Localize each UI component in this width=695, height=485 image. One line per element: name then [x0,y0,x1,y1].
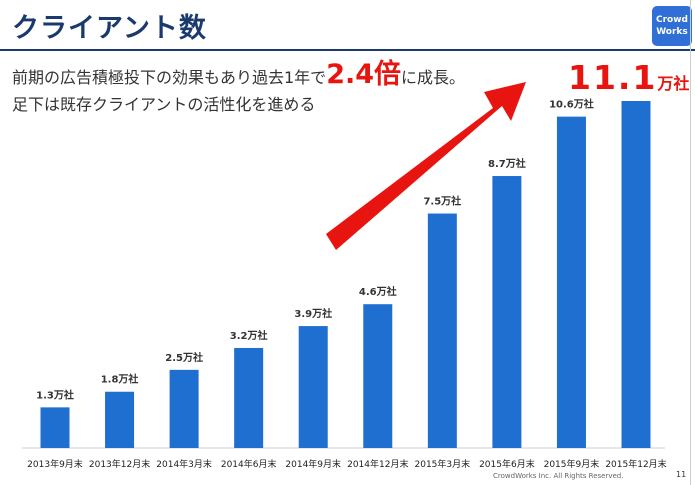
subtitle-text-before: 前期の広告積極投下の効果もあり過去1年で [12,68,327,87]
bar-8 [492,176,522,448]
data-label-1: 1.3万社 [36,388,74,401]
latest-value-callout: 11.1万社 [568,58,689,97]
subtitle-line-2: 足下は既存クライアントの活性化を進める [12,95,316,114]
x-tick-label-3: 2014年3月末 [156,458,212,470]
subtitle-line-1: 前期の広告積極投下の効果もあり過去1年で 2.4倍 に成長。 [12,59,466,92]
growth-multiplier: 2.4倍 [326,59,402,90]
page-title: クライアント数 [12,13,207,44]
crowdworks-logo: Crowd Works [652,6,692,46]
latest-value-number: 11.1 [568,58,658,97]
x-tick-label-6: 2014年12月末 [347,458,408,470]
copyright-text: CrowdWorks Inc. All Rights Reserved. [493,472,624,480]
bar-4 [234,347,264,448]
x-tick-label-9: 2015年9月末 [544,458,600,470]
bar-1 [40,407,70,448]
x-tick-label-8: 2015年6月末 [479,458,535,470]
subtitle: 前期の広告積極投下の効果もあり過去1年で 2.4倍 に成長。 足下は既存クライア… [12,59,466,118]
x-tick-label-4: 2014年6月末 [221,458,277,470]
data-label-7: 7.5万社 [423,195,461,208]
data-label-8: 8.7万社 [488,157,526,170]
slide-edge [690,0,691,485]
data-label-4: 3.2万社 [230,329,268,342]
title-divider [0,49,695,51]
data-label-3: 2.5万社 [165,351,203,364]
subtitle-text-after: に成長。 [401,68,466,87]
bar-6 [363,304,393,448]
growth-arrow [326,82,526,250]
data-label-2: 1.8万社 [101,373,139,386]
bar-9 [556,116,586,449]
x-tick-label-10: 2015年12月末 [605,458,666,470]
logo-line-1: Crowd [656,15,688,25]
page-number: 11 [676,470,687,479]
data-label-9: 10.6万社 [549,98,594,111]
bar-2 [105,391,135,448]
logo-line-2: Works [656,27,688,37]
bar-10 [621,101,651,448]
bar-7 [427,213,457,448]
x-tick-label-1: 2013年9月末 [27,458,83,470]
x-tick-label-7: 2015年3月末 [415,458,471,470]
x-tick-label-2: 2013年12月末 [89,458,150,470]
bar-5 [298,326,328,448]
bar-3 [169,369,199,448]
latest-value-unit: 万社 [657,74,690,93]
data-label-5: 3.9万社 [294,307,332,320]
data-label-6: 4.6万社 [359,285,397,298]
x-tick-label-5: 2014年9月末 [285,458,341,470]
